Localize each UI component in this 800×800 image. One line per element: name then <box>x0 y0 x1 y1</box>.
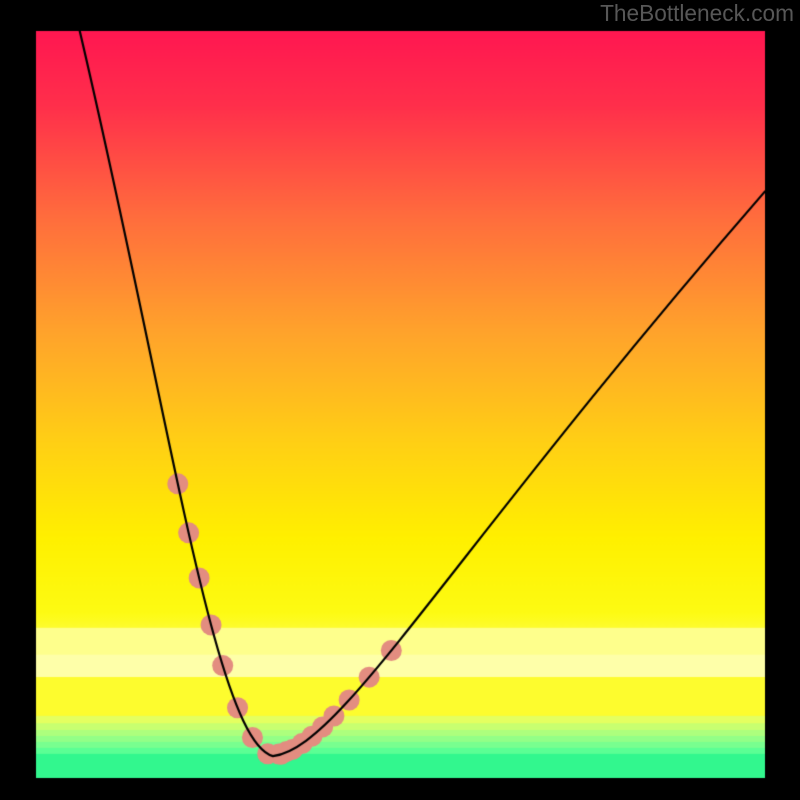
bottleneck-chart-canvas <box>0 0 800 800</box>
chart-container: TheBottleneck.com <box>0 0 800 800</box>
